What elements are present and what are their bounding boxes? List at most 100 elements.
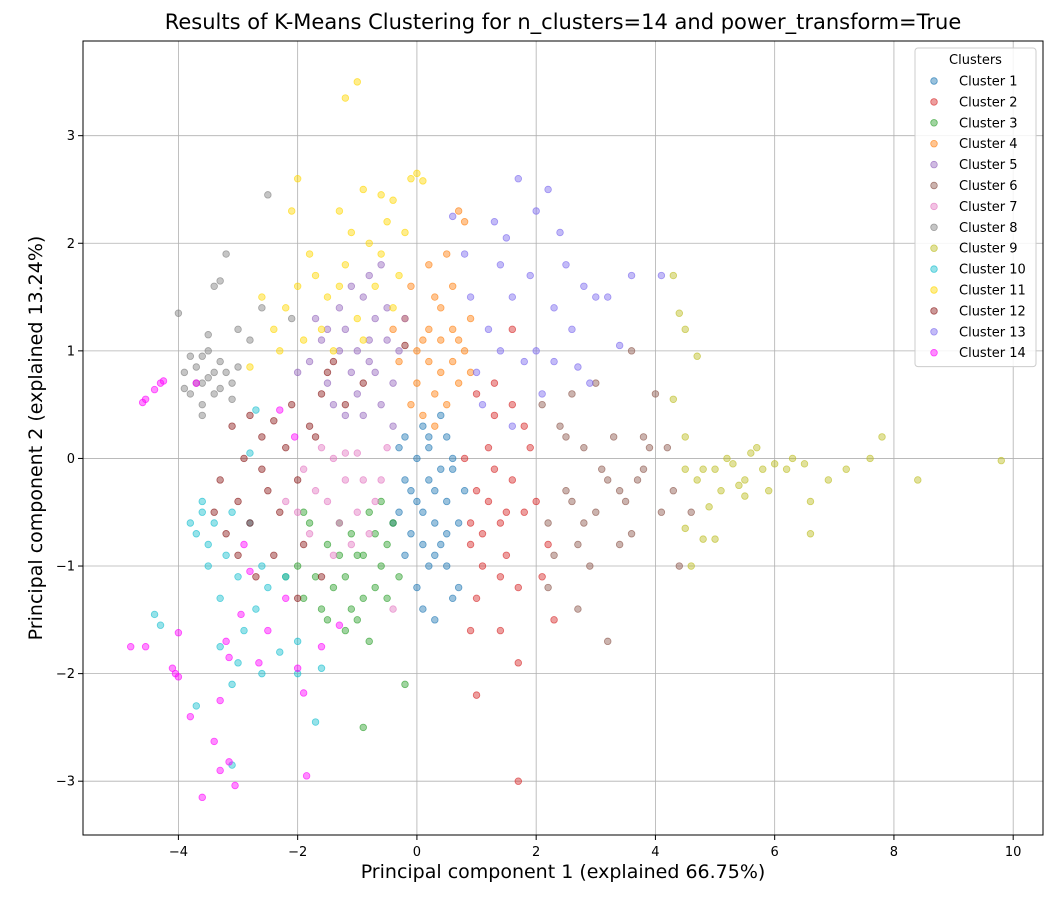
cluster-10-point: [311, 718, 320, 726]
cluster-9-point: [681, 524, 689, 533]
cluster-12-point: [246, 519, 254, 527]
cluster-13-point: [514, 175, 522, 183]
cluster-13-point: [478, 400, 487, 409]
cluster-6-point: [592, 379, 600, 387]
legend-marker: [930, 223, 938, 231]
cluster-1-point: [401, 476, 409, 484]
cluster-9-point: [729, 460, 737, 468]
cluster-2-point: [538, 573, 546, 581]
cluster-12-point: [228, 422, 236, 430]
cluster-7-point: [341, 449, 350, 457]
cluster-10-point: [234, 573, 242, 581]
legend-label: Cluster 2: [959, 95, 1018, 110]
cluster-2-point: [490, 379, 499, 387]
legend-marker: [930, 328, 938, 336]
cluster-13-point: [657, 271, 666, 280]
cluster-5-point: [341, 411, 350, 420]
cluster-11-point: [335, 207, 344, 215]
cluster-2-point: [508, 400, 517, 409]
cluster-13-point: [574, 363, 582, 371]
cluster-9-point: [788, 454, 797, 463]
cluster-1-point: [431, 616, 439, 624]
cluster-11-point: [371, 282, 379, 291]
cluster-2-point: [496, 519, 505, 527]
cluster-5-point: [347, 282, 356, 291]
cluster-6-point: [580, 519, 588, 527]
cluster-8-point: [216, 384, 224, 393]
cluster-10-point: [198, 508, 206, 516]
legend-marker: [930, 202, 938, 211]
cluster-3-point: [335, 551, 344, 559]
cluster-7-point: [347, 540, 356, 549]
cluster-8-point: [228, 395, 236, 403]
cluster-1-point: [419, 605, 427, 613]
cluster-1-point: [425, 443, 433, 452]
cluster-9-point: [806, 497, 815, 506]
cluster-6-point: [639, 465, 648, 473]
cluster-8-point: [204, 374, 212, 382]
x-tick-label: 6: [771, 845, 779, 860]
cluster-13-point: [508, 422, 517, 430]
cluster-12-point: [210, 508, 218, 516]
cluster-4-point: [466, 314, 475, 323]
cluster-8-point: [216, 357, 224, 366]
cluster-13-point: [484, 325, 493, 334]
cluster-10-point: [216, 643, 224, 651]
cluster-9-point: [824, 476, 833, 484]
cluster-2-point: [514, 659, 522, 667]
cluster-12-point: [264, 487, 272, 495]
cluster-9-point: [770, 460, 779, 468]
cluster-10-point: [252, 605, 260, 613]
cluster-7-point: [359, 476, 367, 484]
cluster-14-point: [225, 758, 233, 766]
cluster-8-point: [198, 352, 206, 360]
cluster-2-point: [502, 551, 511, 559]
cluster-12-point: [323, 368, 332, 377]
cluster-3-point: [293, 562, 302, 570]
cluster-2-point: [472, 487, 481, 495]
cluster-3-point: [317, 605, 326, 613]
cluster-11-point: [341, 261, 350, 269]
legend-marker: [930, 307, 938, 315]
cluster-8-point: [234, 325, 242, 334]
cluster-11-point: [329, 347, 338, 355]
cluster-6-point: [550, 551, 558, 559]
cluster-12-point: [311, 433, 320, 441]
cluster-6-point: [615, 487, 624, 495]
cluster-5-point: [323, 325, 332, 334]
legend: Clusters Cluster 1 Cluster 2 Cluster 3 Clust…: [914, 47, 1037, 368]
cluster-6-point: [556, 422, 564, 430]
cluster-12-point: [299, 540, 308, 549]
legend-label: Cluster 8: [959, 221, 1018, 236]
cluster-11-point: [293, 282, 302, 291]
cluster-4-point: [443, 250, 451, 258]
cluster-1-point: [401, 551, 409, 559]
y-tick-label: −3: [56, 775, 75, 790]
cluster-6-point: [669, 487, 678, 495]
cluster-13-point: [496, 347, 505, 355]
cluster-4-point: [466, 368, 475, 377]
x-tick-label: 2: [532, 845, 540, 860]
legend-marker: [930, 286, 938, 294]
cluster-5-point: [389, 422, 397, 430]
cluster-7-point: [371, 497, 379, 506]
cluster-13-point: [538, 390, 546, 398]
cluster-5-point: [341, 325, 350, 334]
y-tick-label: −1: [56, 560, 75, 575]
cluster-2-point: [514, 777, 522, 785]
x-tick-label: −2: [288, 845, 307, 860]
cluster-2-point: [460, 454, 469, 463]
cluster-1-point: [425, 562, 433, 570]
cluster-3-point: [305, 519, 314, 527]
cluster-9-point: [693, 352, 701, 360]
legend-label: Cluster 1: [959, 75, 1018, 90]
cluster-1-point: [395, 443, 403, 452]
cluster-5-point: [353, 347, 361, 355]
cluster-12-point: [216, 476, 224, 484]
cluster-1-point: [419, 422, 427, 430]
cluster-1-point: [419, 540, 427, 549]
cluster-12-point: [293, 476, 302, 484]
cluster-3-point: [389, 519, 397, 527]
cluster-7-point: [353, 449, 361, 457]
cluster-11-point: [359, 185, 367, 194]
